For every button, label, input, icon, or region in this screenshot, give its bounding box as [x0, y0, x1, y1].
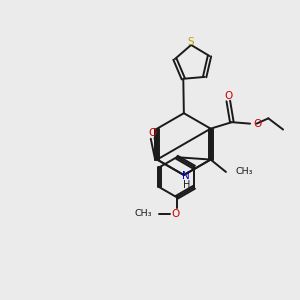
Text: O: O — [224, 91, 232, 101]
Text: H: H — [182, 180, 190, 190]
Text: S: S — [188, 37, 194, 47]
Text: O: O — [148, 128, 157, 138]
Text: N: N — [182, 172, 190, 182]
Text: CH₃: CH₃ — [134, 209, 152, 218]
Text: O: O — [171, 209, 179, 219]
Text: O: O — [254, 118, 262, 129]
Text: CH₃: CH₃ — [236, 167, 253, 176]
